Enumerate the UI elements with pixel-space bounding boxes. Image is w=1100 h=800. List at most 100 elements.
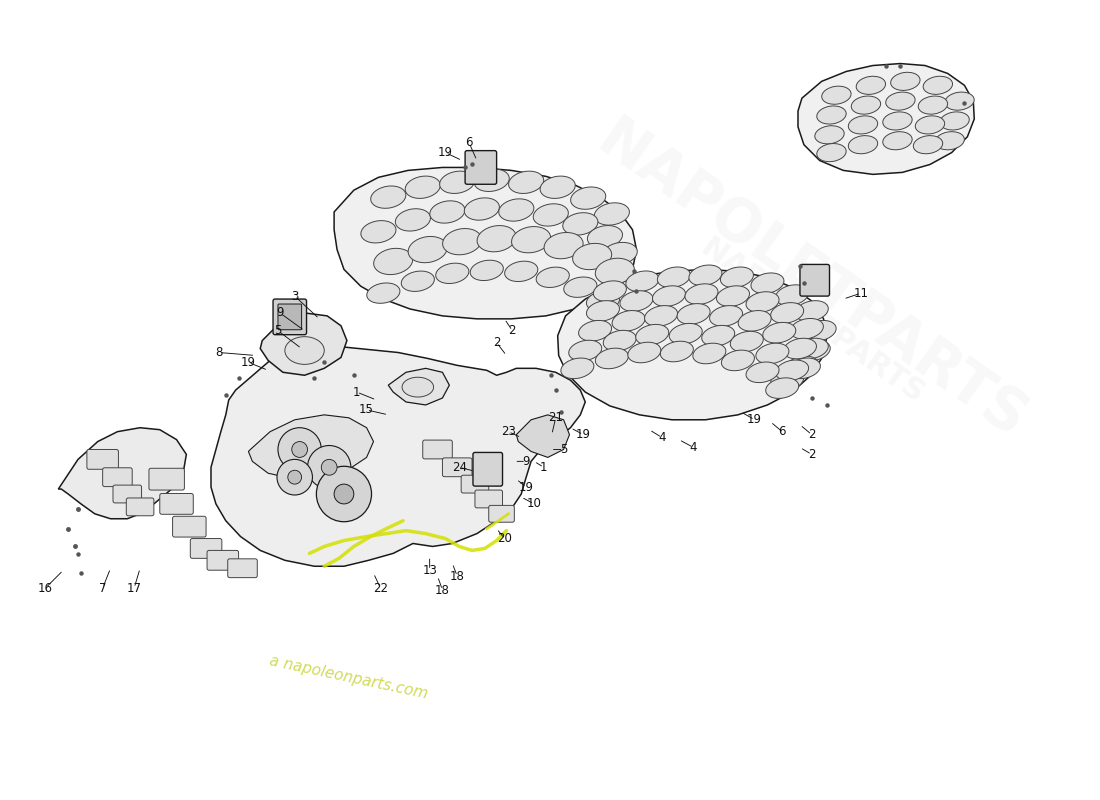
Ellipse shape — [710, 306, 742, 326]
FancyBboxPatch shape — [113, 485, 142, 503]
Ellipse shape — [730, 331, 763, 352]
Ellipse shape — [716, 286, 749, 306]
Circle shape — [321, 459, 337, 475]
Ellipse shape — [464, 198, 499, 220]
Ellipse shape — [815, 126, 844, 144]
FancyBboxPatch shape — [461, 475, 488, 493]
Text: 19: 19 — [747, 414, 762, 426]
Text: 19: 19 — [519, 481, 534, 494]
Text: NAPOLETPARTS: NAPOLETPARTS — [694, 233, 930, 409]
Ellipse shape — [636, 324, 669, 345]
Ellipse shape — [534, 204, 569, 226]
Ellipse shape — [403, 378, 433, 397]
Ellipse shape — [366, 283, 400, 303]
Ellipse shape — [540, 176, 575, 198]
Ellipse shape — [795, 338, 828, 359]
Ellipse shape — [689, 265, 722, 286]
Ellipse shape — [587, 226, 623, 248]
Polygon shape — [249, 415, 374, 479]
Ellipse shape — [595, 258, 635, 285]
Text: 9: 9 — [522, 455, 530, 468]
Ellipse shape — [285, 337, 324, 364]
Text: 22: 22 — [373, 582, 388, 594]
Polygon shape — [388, 368, 449, 405]
FancyBboxPatch shape — [488, 506, 515, 522]
Ellipse shape — [669, 323, 702, 344]
Ellipse shape — [945, 92, 975, 110]
Circle shape — [277, 459, 312, 495]
Ellipse shape — [883, 112, 912, 130]
Ellipse shape — [785, 356, 818, 377]
Polygon shape — [558, 270, 826, 420]
Ellipse shape — [593, 281, 626, 302]
Ellipse shape — [498, 199, 534, 221]
Text: 1: 1 — [540, 461, 548, 474]
Ellipse shape — [702, 326, 735, 346]
Ellipse shape — [798, 340, 830, 361]
Text: 17: 17 — [126, 582, 142, 594]
Ellipse shape — [738, 310, 771, 331]
Text: 19: 19 — [575, 428, 591, 441]
Polygon shape — [58, 428, 186, 518]
Ellipse shape — [660, 342, 693, 362]
Text: 2: 2 — [508, 324, 516, 338]
Ellipse shape — [771, 302, 804, 323]
Ellipse shape — [612, 310, 645, 331]
Ellipse shape — [586, 301, 619, 322]
Ellipse shape — [848, 116, 878, 134]
Ellipse shape — [595, 348, 628, 369]
Ellipse shape — [628, 342, 661, 362]
FancyBboxPatch shape — [442, 458, 472, 477]
Ellipse shape — [603, 330, 636, 351]
Ellipse shape — [746, 362, 779, 382]
Ellipse shape — [776, 285, 808, 306]
Ellipse shape — [939, 112, 969, 130]
Ellipse shape — [785, 358, 818, 378]
Text: 8: 8 — [216, 346, 222, 359]
Ellipse shape — [586, 291, 619, 311]
Polygon shape — [334, 167, 637, 319]
Ellipse shape — [371, 186, 406, 208]
Ellipse shape — [474, 169, 509, 191]
FancyBboxPatch shape — [465, 150, 496, 184]
Text: 11: 11 — [854, 286, 869, 300]
Text: 23: 23 — [500, 425, 516, 438]
Text: 10: 10 — [527, 498, 541, 510]
Text: 16: 16 — [39, 582, 53, 594]
Text: 2: 2 — [808, 448, 815, 461]
Ellipse shape — [791, 318, 824, 339]
Circle shape — [288, 470, 301, 484]
Text: 15: 15 — [360, 403, 374, 416]
Ellipse shape — [883, 132, 912, 150]
Ellipse shape — [817, 106, 846, 124]
Ellipse shape — [508, 171, 543, 194]
FancyBboxPatch shape — [173, 516, 206, 537]
Polygon shape — [211, 346, 585, 566]
FancyBboxPatch shape — [160, 494, 194, 514]
Ellipse shape — [602, 242, 637, 265]
FancyBboxPatch shape — [473, 453, 503, 486]
Ellipse shape — [561, 358, 594, 378]
Text: 9: 9 — [276, 306, 284, 319]
FancyBboxPatch shape — [800, 265, 829, 296]
Ellipse shape — [361, 221, 396, 243]
Ellipse shape — [505, 261, 538, 282]
Circle shape — [308, 446, 351, 489]
Polygon shape — [516, 415, 570, 458]
Ellipse shape — [886, 92, 915, 110]
Ellipse shape — [851, 96, 881, 114]
Ellipse shape — [594, 203, 629, 225]
Ellipse shape — [408, 237, 448, 262]
FancyBboxPatch shape — [278, 304, 301, 330]
Ellipse shape — [564, 277, 597, 298]
Text: 2: 2 — [493, 336, 500, 349]
Ellipse shape — [442, 229, 482, 254]
Ellipse shape — [685, 284, 718, 305]
Ellipse shape — [563, 213, 598, 235]
Ellipse shape — [756, 343, 789, 364]
Text: 4: 4 — [658, 431, 666, 444]
FancyBboxPatch shape — [87, 450, 119, 470]
Ellipse shape — [645, 306, 678, 326]
Ellipse shape — [477, 226, 516, 252]
Circle shape — [278, 428, 321, 471]
